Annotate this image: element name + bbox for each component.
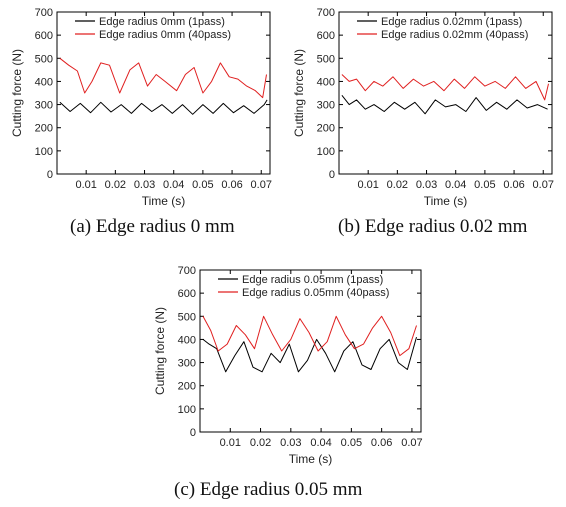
x-tick-label: 0.06: [503, 179, 524, 191]
x-tick-label: 0.06: [371, 437, 392, 449]
y-tick-label: 700: [35, 7, 53, 19]
chart-a: 0 100 200 300 400 500 600 700 0.01 0.02 0.03 0.04 0.…: [10, 7, 272, 237]
x-axis-title: Time (s): [142, 194, 186, 208]
y-tick-label: 200: [317, 123, 335, 135]
x-tick-label: 0.07: [533, 179, 554, 191]
x-tick-label: 0.01: [357, 179, 378, 191]
x-tick-label: 0.04: [445, 179, 466, 191]
plot-frame: [338, 11, 553, 175]
x-tick-label: 0.01: [220, 437, 241, 449]
x-tick-label: 0.03: [416, 179, 437, 191]
y-axis-title: Cutting force (N): [292, 49, 306, 137]
y-tick-label: 0: [329, 169, 335, 181]
x-axis-title: Time (s): [424, 194, 468, 208]
plot-frame: [56, 11, 271, 175]
legend-label: Edge radius 0.05mm (1pass): [242, 274, 383, 286]
y-tick-label: 600: [35, 30, 53, 42]
x-tick-label: 0.01: [75, 179, 96, 191]
x-tick-label: 0.03: [280, 437, 301, 449]
chart-b: 0 100 200 300 400 500 600 700 0.01 0.02 0.03 0.04 0.…: [292, 7, 554, 237]
y-axis-title: Cutting force (N): [153, 307, 167, 395]
y-tick-label: 400: [35, 76, 53, 88]
legend-label: Edge radius 0.05mm (40pass): [242, 287, 389, 299]
series-line-1pass: [341, 94, 548, 115]
y-tick-label: 700: [178, 265, 196, 277]
y-tick-label: 300: [35, 100, 53, 112]
series-line-40pass: [59, 57, 267, 99]
y-tick-label: 100: [178, 404, 196, 416]
x-tick-label: 0.05: [192, 179, 213, 191]
x-tick-label: 0.04: [163, 179, 184, 191]
figure-caption: (a) Edge radius 0 mm: [70, 216, 235, 237]
series-line-1pass: [59, 99, 268, 115]
x-tick-label: 0.06: [221, 179, 242, 191]
y-tick-label: 0: [190, 427, 196, 439]
y-tick-label: 100: [35, 146, 53, 158]
series-line-1pass: [202, 336, 417, 373]
y-tick-label: 500: [178, 311, 196, 323]
x-axis-title: Time (s): [289, 452, 333, 466]
x-tick-label: 0.07: [251, 179, 272, 191]
legend-label: Edge radius 0mm (1pass): [99, 16, 225, 28]
y-axis-title: Cutting force (N): [10, 49, 24, 137]
y-tick-label: 500: [317, 53, 335, 65]
chart-c: 0 100 200 300 400 500 600 700 0.01 0.02 0.03 0.04 0.…: [153, 265, 423, 500]
legend-label: Edge radius 0mm (40pass): [99, 29, 231, 41]
y-tick-label: 200: [178, 381, 196, 393]
x-tick-label: 0.05: [474, 179, 495, 191]
legend-label: Edge radius 0.02mm (40pass): [381, 29, 528, 41]
x-tick-label: 0.07: [401, 437, 422, 449]
y-tick-label: 300: [178, 358, 196, 370]
y-tick-label: 400: [317, 76, 335, 88]
legend-label: Edge radius 0.02mm (1pass): [381, 16, 522, 28]
x-tick-label: 0.02: [250, 437, 271, 449]
y-tick-label: 0: [47, 169, 53, 181]
series-line-40pass: [341, 74, 549, 101]
x-tick-label: 0.02: [387, 179, 408, 191]
x-tick-label: 0.05: [341, 437, 362, 449]
plot-frame: [199, 269, 422, 433]
y-tick-label: 700: [317, 7, 335, 19]
x-tick-label: 0.02: [105, 179, 126, 191]
y-tick-label: 500: [35, 53, 53, 65]
y-tick-label: 200: [35, 123, 53, 135]
series-line-40pass: [202, 315, 417, 357]
y-tick-label: 100: [317, 146, 335, 158]
figure-caption: (b) Edge radius 0.02 mm: [338, 216, 528, 237]
figure-caption: (c) Edge radius 0.05 mm: [174, 479, 363, 500]
y-tick-label: 600: [317, 30, 335, 42]
x-tick-label: 0.04: [310, 437, 331, 449]
x-tick-label: 0.03: [134, 179, 155, 191]
y-tick-label: 600: [178, 288, 196, 300]
y-tick-label: 400: [178, 334, 196, 346]
y-tick-label: 300: [317, 100, 335, 112]
